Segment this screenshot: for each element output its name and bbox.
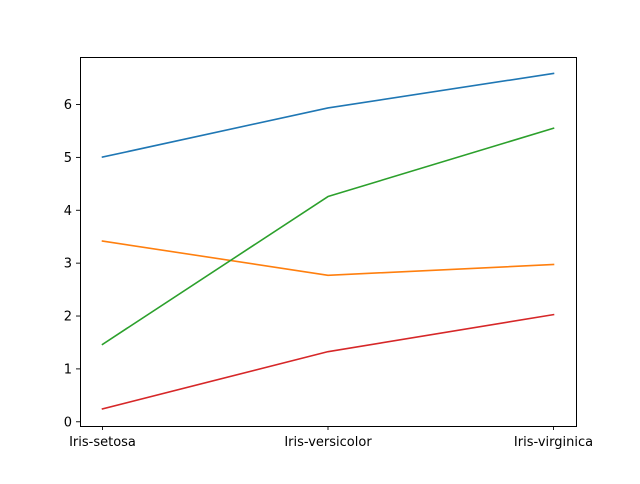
y-tick-label: 5: [64, 151, 72, 166]
plot-frame: [80, 57, 577, 427]
series-line-4: [101, 313, 555, 410]
y-axis: 0 1 2 3 4 5 6: [64, 98, 80, 430]
series-layer: [101, 72, 555, 410]
series-line-1: [101, 72, 555, 159]
y-tick-label: 4: [64, 204, 72, 219]
y-tick-label: 2: [64, 310, 72, 325]
y-tick-label: 1: [64, 362, 72, 377]
series-line-3: [101, 127, 555, 346]
x-axis: Iris-setosa Iris-versicolor Iris-virginica: [69, 426, 593, 450]
x-tick-label: Iris-virginica: [514, 435, 593, 450]
x-tick-label: Iris-setosa: [69, 435, 136, 450]
series-line-2: [101, 240, 555, 277]
y-tick-label: 3: [64, 257, 72, 272]
y-tick-label: 0: [64, 415, 72, 430]
x-tick-label: Iris-versicolor: [284, 435, 372, 450]
y-tick-label: 6: [64, 98, 72, 113]
